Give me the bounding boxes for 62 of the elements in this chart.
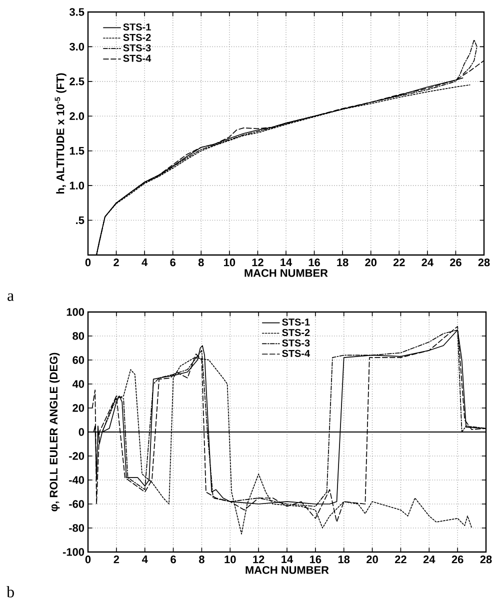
y-tick-label: 1.5: [70, 147, 84, 155]
x-tick-label: 22: [395, 556, 406, 564]
x-tick-label: 24: [423, 556, 436, 564]
y-axis-title: h, ALTITUDE x 10$^{-5}$ (FT): [54, 73, 66, 194]
x-tick-label: 24: [422, 258, 434, 266]
y-tick-label: -100: [62, 548, 84, 556]
y-tick-label: -40: [69, 476, 84, 484]
y-tick-label: 2.5: [70, 78, 84, 86]
x-tick-label: 14: [280, 258, 292, 266]
y-tick-label: 3.0: [69, 42, 84, 51]
legend-label: STS-3: [123, 44, 151, 52]
y-tick-label: 2.0: [70, 112, 84, 120]
y-tick-label: 3.5: [69, 8, 84, 16]
y-tick-label: -60: [69, 500, 84, 508]
y-tick-label: 40: [72, 380, 84, 388]
x-tick-label: 6: [170, 556, 176, 564]
legend-label: STS-1: [123, 23, 151, 31]
y-axis-title: φ, ROLL EULER ANGLE (DEG): [49, 352, 60, 512]
y-tick-label: 60: [72, 356, 84, 364]
y-tick-label: 80: [72, 332, 84, 340]
x-tick-label: 2: [114, 556, 120, 564]
x-tick-label: 20: [366, 556, 378, 564]
y-tick-label: 0: [78, 428, 84, 436]
x-tick-label: 4: [142, 556, 148, 564]
x-tick-label: 12: [253, 556, 264, 564]
x-tick-label: 18: [337, 258, 348, 266]
x-tick-label: 0: [85, 258, 91, 266]
x-tick-label: 10: [224, 258, 236, 266]
x-tick-label: 16: [310, 556, 322, 564]
legend-label: STS-2: [282, 329, 310, 336]
x-tick-label: 22: [393, 258, 405, 266]
y-tick-label: .5: [76, 216, 84, 224]
text: b: [6, 586, 14, 598]
x-tick-label: 20: [365, 258, 376, 266]
y-tick-label: 1.0: [70, 182, 84, 190]
x-tick-label: 4: [142, 258, 148, 266]
x-tick-label: 14: [282, 556, 294, 564]
x-tick-label: 8: [199, 556, 204, 564]
y-tick-label: 100: [66, 308, 84, 316]
x-tick-label: 26: [450, 258, 462, 266]
x-axis-title: MACH NUMBER: [244, 269, 328, 277]
legend-label: STS-4: [282, 350, 310, 357]
y-tick-label: -80: [69, 524, 84, 532]
y-tick-label: -20: [69, 452, 84, 460]
legend-label: STS-4: [123, 54, 152, 62]
x-tick-label: 28: [478, 258, 490, 266]
x-tick-label: 28: [480, 556, 492, 564]
legend-label: STS-3: [282, 339, 310, 347]
x-axis-title: MACH NUMBER: [246, 566, 329, 574]
x-tick-label: 12: [252, 258, 264, 266]
legend-label: STS-2: [123, 34, 151, 41]
x-tick-label: 16: [308, 258, 320, 266]
legend-label: STS-1: [282, 318, 310, 326]
x-tick-label: 26: [452, 556, 464, 564]
x-tick-label: 10: [224, 556, 236, 564]
x-tick-label: 6: [170, 258, 176, 266]
x-tick-label: 8: [198, 258, 204, 266]
x-tick-label: 2: [114, 258, 119, 266]
x-tick-label: 18: [338, 556, 350, 564]
y-tick-label: 20: [72, 404, 84, 412]
x-tick-label: 0: [85, 556, 91, 564]
text: a: [8, 293, 14, 301]
